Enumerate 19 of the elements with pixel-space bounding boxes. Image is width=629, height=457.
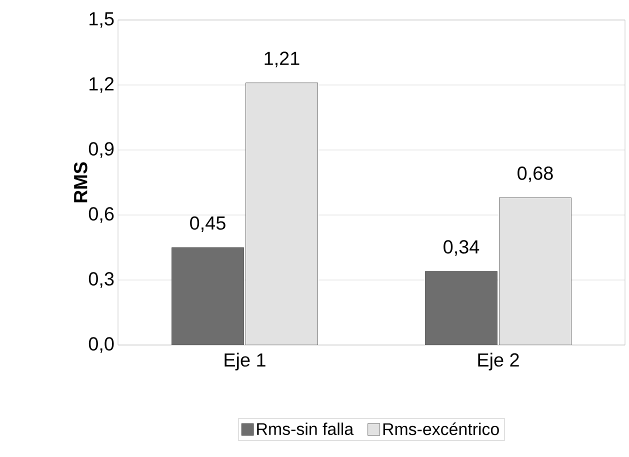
data-label: 0,68 [518,166,553,182]
y-tick-label: 0,0 [88,337,114,353]
y-tick-label: 0,9 [88,142,114,158]
y-tick-label: 1,5 [90,12,114,28]
y-tick-label: 0,3 [88,272,114,288]
y-tick-label: 1,2 [90,77,114,93]
x-tick-label: Eje 2 [478,352,519,370]
data-label: 0,34 [444,240,480,256]
bar [246,82,318,345]
bar [425,271,498,345]
data-label: 0,45 [190,216,226,232]
y-tick-label: 0,6 [88,207,114,223]
x-tick-label: Eje 1 [224,352,266,370]
bar [172,247,244,345]
bar [499,197,572,345]
legend-label: Rms-excéntrico [383,422,499,436]
data-label: 1,21 [264,52,300,68]
legend-label: Rms-sin falla [257,422,354,436]
y-axis-title: RMS [74,162,88,202]
